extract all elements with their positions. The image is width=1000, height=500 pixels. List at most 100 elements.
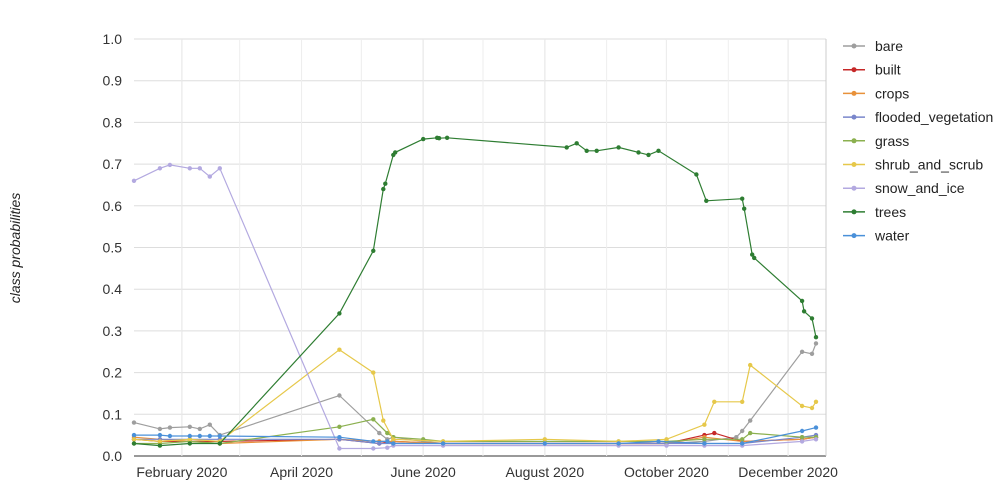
data-point-snow_and_ice [197, 166, 202, 171]
data-point-snow_and_ice [187, 166, 192, 171]
series-shrub_and_scrub [131, 347, 819, 444]
legend-item-bare[interactable]: bare [843, 38, 903, 54]
x-tick-label: August 2020 [506, 464, 585, 480]
data-point-trees [421, 136, 426, 142]
data-point-trees [337, 311, 342, 316]
data-point-trees [594, 148, 599, 153]
data-point-shrub_and_scrub [664, 437, 669, 442]
data-point-trees [584, 148, 589, 153]
y-tick-label: 0.2 [103, 365, 123, 381]
data-point-shrub_and_scrub [337, 347, 342, 352]
legend-label: bare [875, 38, 903, 54]
legend-label: flooded_vegetation [875, 109, 993, 125]
legend-item-water[interactable]: water [843, 228, 910, 244]
data-point-trees [157, 443, 163, 448]
gridlines [134, 38, 827, 457]
data-point-snow_and_ice [157, 166, 163, 171]
data-point-shrub_and_scrub [748, 362, 753, 368]
legend-label: water [874, 228, 910, 244]
data-point-bare [813, 341, 819, 346]
data-point-trees [799, 298, 805, 304]
legend-marker [851, 114, 857, 120]
legend-item-built[interactable]: built [843, 62, 901, 78]
legend-item-grass[interactable]: grass [843, 133, 909, 149]
data-point-trees [564, 145, 569, 150]
data-point-trees [574, 141, 579, 146]
data-point-snow_and_ice [813, 437, 819, 442]
x-tick-label: June 2020 [390, 464, 456, 480]
x-tick-label: October 2020 [624, 464, 709, 480]
data-point-shrub_and_scrub [542, 437, 547, 442]
data-point-trees [694, 172, 699, 177]
legend-label: trees [875, 204, 906, 220]
data-point-bare [740, 428, 745, 434]
data-point-bare [809, 351, 815, 356]
data-point-water [131, 432, 137, 438]
legend-marker [851, 90, 857, 96]
data-point-trees [371, 248, 376, 253]
data-point-trees [752, 255, 757, 261]
legend-label: built [875, 62, 901, 78]
data-point-grass [371, 417, 376, 422]
legend-label: snow_and_ice [875, 180, 965, 196]
series-lines [131, 135, 819, 451]
data-point-shrub_and_scrub [381, 418, 386, 423]
legend-item-crops[interactable]: crops [843, 85, 909, 101]
y-tick-label: 0.4 [103, 281, 123, 297]
series-line-shrub_and_scrub [133, 348, 817, 443]
legend-marker [851, 209, 857, 215]
data-point-built [712, 430, 717, 436]
data-point-shrub_and_scrub [391, 437, 396, 442]
series-line-bare [133, 343, 817, 445]
data-point-shrub_and_scrub [371, 370, 376, 375]
y-tick-label: 0.6 [103, 198, 123, 214]
y-tick-label: 0.8 [103, 114, 123, 130]
data-point-water [799, 428, 805, 434]
data-point-shrub_and_scrub [157, 439, 163, 444]
legend-marker [851, 185, 857, 191]
data-point-snow_and_ice [131, 178, 137, 183]
legend-marker [851, 43, 857, 49]
x-tick-label: December 2020 [738, 464, 838, 480]
data-point-snow_and_ice [337, 446, 342, 451]
data-point-grass [337, 424, 342, 429]
legend-label: crops [875, 85, 909, 101]
legend-item-snow_and_ice[interactable]: snow_and_ice [843, 180, 965, 196]
data-point-bare [157, 426, 163, 432]
y-axis-ticks: 0.0 0.1 0.2 0.3 0.4 0.5 0.6 0.7 0.8 0.9 1.0 [103, 31, 123, 464]
legend-item-trees[interactable]: trees [843, 204, 906, 220]
data-point-water [542, 441, 547, 446]
data-point-trees [381, 186, 386, 192]
data-point-trees [383, 181, 388, 186]
y-tick-label: 0.3 [103, 323, 123, 339]
data-point-grass [385, 430, 390, 436]
legend-label: grass [875, 133, 909, 149]
legend-marker [851, 162, 857, 167]
data-point-snow_and_ice [371, 446, 376, 451]
data-point-trees [187, 441, 192, 446]
legend-marker [851, 67, 857, 73]
data-point-grass [740, 437, 745, 442]
legend-label: shrub_and_scrub [875, 157, 983, 173]
data-point-trees [436, 136, 442, 141]
series-line-snow_and_ice [133, 164, 817, 450]
data-point-trees [646, 152, 651, 158]
data-point-trees [444, 135, 450, 140]
legend-marker [851, 138, 857, 144]
series-line-trees [133, 137, 817, 447]
data-point-snow_and_ice [799, 439, 805, 444]
data-point-trees [750, 252, 755, 257]
data-point-water [187, 433, 192, 439]
data-point-water [217, 433, 222, 439]
data-point-water [702, 441, 707, 446]
data-point-shrub_and_scrub [740, 399, 745, 404]
data-point-shrub_and_scrub [813, 399, 819, 404]
data-point-bare [799, 349, 805, 354]
data-point-bare [377, 430, 382, 436]
legend-item-shrub_and_scrub[interactable]: shrub_and_scrub [843, 157, 983, 173]
legend-item-flooded_vegetation[interactable]: flooded_vegetation [843, 109, 993, 125]
y-axis-label: class probabilities [7, 193, 23, 304]
data-point-water [616, 441, 621, 446]
